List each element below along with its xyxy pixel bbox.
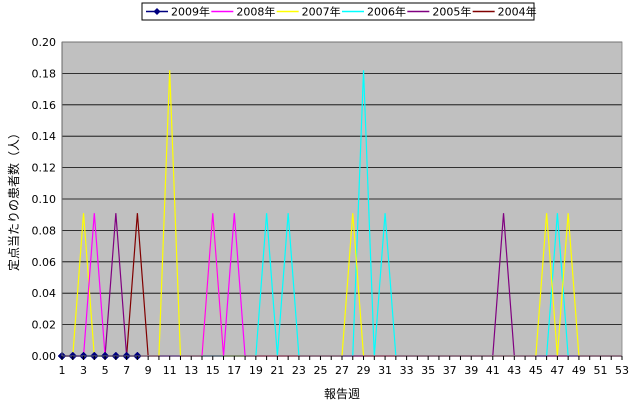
legend: 2009年 2008年 2007年 2006年 2005年 2004年: [141, 2, 537, 21]
x-tick-label: 47: [550, 364, 564, 377]
x-tick-label: 35: [421, 364, 435, 377]
x-tick-label: 27: [335, 364, 349, 377]
y-axis-title: 定点当たりの患者数（人）: [6, 127, 21, 271]
y-tick-label: 0.04: [32, 287, 57, 300]
x-tick-label: 13: [184, 364, 198, 377]
x-tick-label: 51: [593, 364, 607, 377]
x-tick-label: 31: [378, 364, 392, 377]
axes: [61, 41, 623, 360]
y-tick-label: 0.12: [32, 162, 57, 175]
y-tick-label: 0.08: [32, 224, 57, 237]
legend-label: 2007年: [302, 5, 341, 19]
x-tick-label: 11: [163, 364, 177, 377]
legend-box: [141, 2, 535, 21]
y-tick-label: 0.14: [32, 130, 57, 143]
x-tick-label: 17: [227, 364, 241, 377]
x-tick-label: 43: [507, 364, 521, 377]
x-tick-label: 23: [292, 364, 306, 377]
legend-marker: [153, 8, 161, 15]
x-axis-title: 報告週: [324, 387, 360, 401]
x-tick-label: 25: [313, 364, 327, 377]
x-tick-label: 19: [249, 364, 263, 377]
x-tick-label: 37: [443, 364, 457, 377]
x-tick-label: 41: [486, 364, 500, 377]
x-tick-label: 1: [59, 364, 66, 377]
legend-label: 2005年: [432, 5, 471, 19]
x-tick-label: 9: [145, 364, 152, 377]
y-tick-label: 0.10: [32, 193, 57, 206]
y-tick-labels: 0.00 0.02 0.04 0.06 0.08 0.10 0.12 0.14 0.16 0.18…: [32, 36, 57, 363]
x-tick-label: 21: [270, 364, 284, 377]
y-tick-label: 0.06: [32, 256, 57, 269]
x-tick-labels: 1 3 5 7 9 11 13 15 17 19 21 23 25 27 29 31 33 35 37 39 41 43 4…: [59, 364, 630, 377]
legend-label: 2009年: [171, 5, 210, 19]
y-tick-label: 0.18: [32, 67, 57, 80]
x-tick-label: 33: [400, 364, 414, 377]
y-tick-label: 0.02: [32, 319, 57, 332]
x-tick-label: 49: [572, 364, 586, 377]
x-tick-label: 45: [529, 364, 543, 377]
x-tick-label: 53: [615, 364, 629, 377]
x-tick-label: 29: [357, 364, 371, 377]
legend-label: 2006年: [367, 5, 406, 19]
y-tick-label: 0.20: [32, 36, 57, 49]
x-tick-label: 7: [123, 364, 130, 377]
x-tick-label: 15: [206, 364, 220, 377]
x-tick-label: 39: [464, 364, 478, 377]
legend-label: 2008年: [236, 5, 275, 19]
y-tick-label: 0.00: [32, 350, 57, 363]
x-tick-label: 5: [102, 364, 109, 377]
x-tick-label: 3: [80, 364, 87, 377]
legend-label: 2004年: [498, 5, 537, 19]
y-tick-label: 0.16: [32, 99, 57, 112]
